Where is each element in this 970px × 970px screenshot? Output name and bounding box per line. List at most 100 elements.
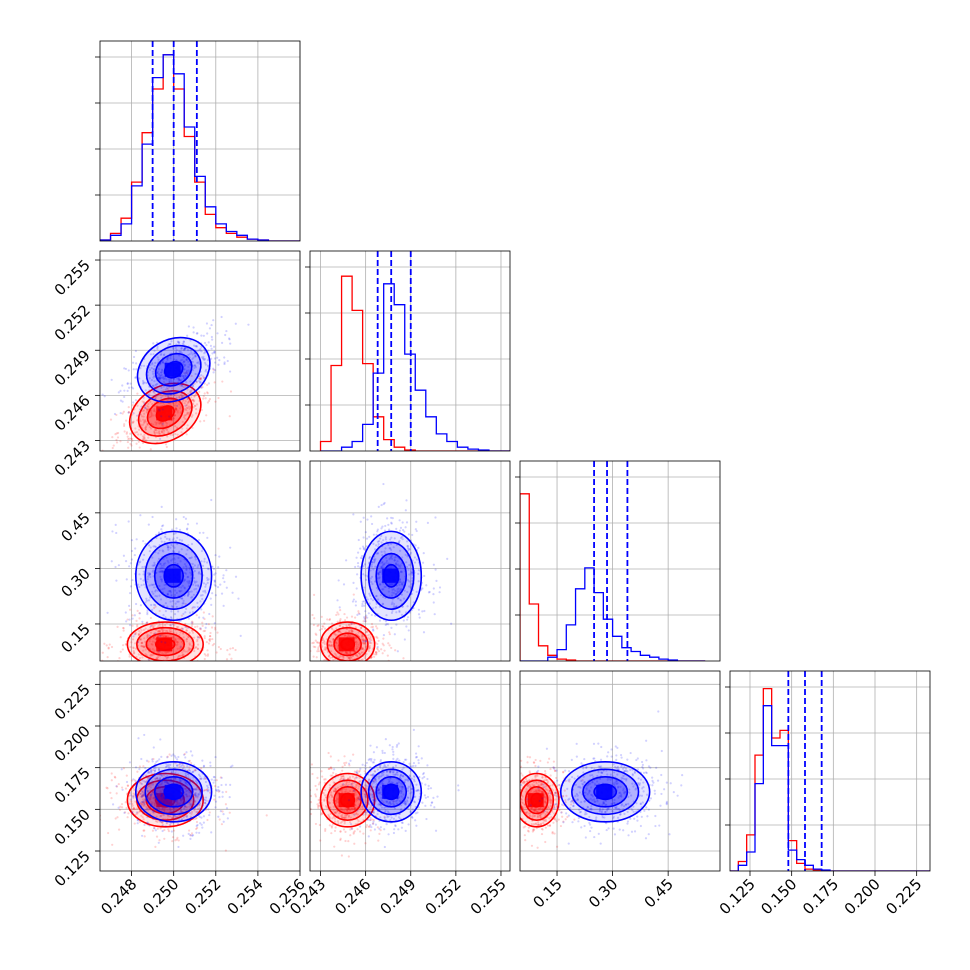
sample-point <box>139 802 142 805</box>
sample-point <box>140 814 143 817</box>
sample-point <box>363 616 366 619</box>
sample-point <box>157 358 160 361</box>
sample-point <box>349 652 352 655</box>
sample-point <box>178 763 181 766</box>
sample-point <box>145 439 148 442</box>
sample-point <box>201 621 204 624</box>
sample-point <box>354 637 357 640</box>
sample-point <box>222 574 225 577</box>
sample-point <box>418 616 421 619</box>
sample-point <box>142 793 145 796</box>
sample-point <box>353 777 356 780</box>
sample-point <box>135 362 138 365</box>
sample-point <box>187 626 190 629</box>
sample-point <box>158 422 161 425</box>
sample-point <box>362 516 365 519</box>
sample-point <box>164 376 167 379</box>
sample-point <box>382 801 385 804</box>
sample-point <box>168 807 171 810</box>
sample-point <box>336 620 339 623</box>
sample-point <box>349 807 353 810</box>
sample-point <box>143 437 146 441</box>
sample-point <box>335 642 339 645</box>
sample-point <box>152 372 155 375</box>
sample-point <box>185 358 188 361</box>
sample-point <box>388 558 391 561</box>
sample-point <box>189 834 192 837</box>
sample-point <box>198 390 201 393</box>
sample-point <box>142 792 145 795</box>
sample-point <box>390 555 393 559</box>
sample-point <box>160 570 163 573</box>
sample-point <box>306 797 308 799</box>
sample-point <box>184 781 187 785</box>
sample-point <box>182 416 186 419</box>
sample-point <box>177 600 180 603</box>
sample-point <box>187 636 190 639</box>
sample-point <box>395 802 399 805</box>
sample-point <box>417 580 420 583</box>
sample-point <box>438 591 441 594</box>
sample-point <box>362 620 365 623</box>
sample-point <box>166 544 169 547</box>
sample-point <box>339 654 342 657</box>
sample-point <box>373 655 376 658</box>
sample-point <box>341 791 344 794</box>
sample-point <box>205 799 208 802</box>
sample-point <box>167 394 170 398</box>
sample-point <box>180 779 183 782</box>
sample-point <box>353 770 356 773</box>
sample-point <box>200 823 203 826</box>
sample-point <box>193 364 196 367</box>
sample-point <box>122 626 125 630</box>
sample-point <box>331 795 334 799</box>
sample-point <box>169 402 172 405</box>
sample-point <box>362 573 365 576</box>
sample-point <box>184 375 188 378</box>
sample-point <box>154 605 157 608</box>
sample-point <box>351 655 355 658</box>
sample-point <box>213 798 216 801</box>
sample-point <box>162 774 166 777</box>
sample-point <box>146 633 149 636</box>
sample-point <box>193 649 196 653</box>
sample-point <box>195 794 198 797</box>
sample-point <box>401 535 404 538</box>
sample-point <box>209 761 212 764</box>
sample-point <box>194 404 197 407</box>
sample-point <box>144 775 148 778</box>
sample-point <box>164 443 168 446</box>
sample-point <box>166 809 169 812</box>
sample-point <box>165 656 168 659</box>
sample-point <box>374 778 377 781</box>
sample-point <box>162 634 165 637</box>
sample-point <box>160 634 163 637</box>
sample-point <box>133 614 136 617</box>
sample-point <box>383 501 386 505</box>
sample-point <box>220 783 223 787</box>
sample-point <box>178 528 182 531</box>
sample-point <box>142 438 145 441</box>
sample-point <box>148 377 151 380</box>
sample-point <box>401 521 404 524</box>
sample-point <box>149 546 152 549</box>
sample-point <box>171 623 174 626</box>
sample-point <box>188 803 191 806</box>
scatter-panel-p1-p2 <box>99 250 301 452</box>
sample-point <box>208 811 211 814</box>
sample-point <box>361 637 364 640</box>
sample-point <box>206 392 209 395</box>
sample-point <box>234 648 237 652</box>
sample-point <box>158 376 161 379</box>
sample-point <box>155 657 158 660</box>
sample-point <box>150 770 153 773</box>
sample-point <box>327 815 331 818</box>
sample-point <box>203 382 206 385</box>
sample-point <box>210 498 213 502</box>
sample-point <box>217 790 220 793</box>
sample-point <box>115 531 118 535</box>
sample-point <box>153 380 156 383</box>
sample-point <box>335 811 338 814</box>
sample-point <box>391 601 394 604</box>
sample-point <box>142 794 145 797</box>
